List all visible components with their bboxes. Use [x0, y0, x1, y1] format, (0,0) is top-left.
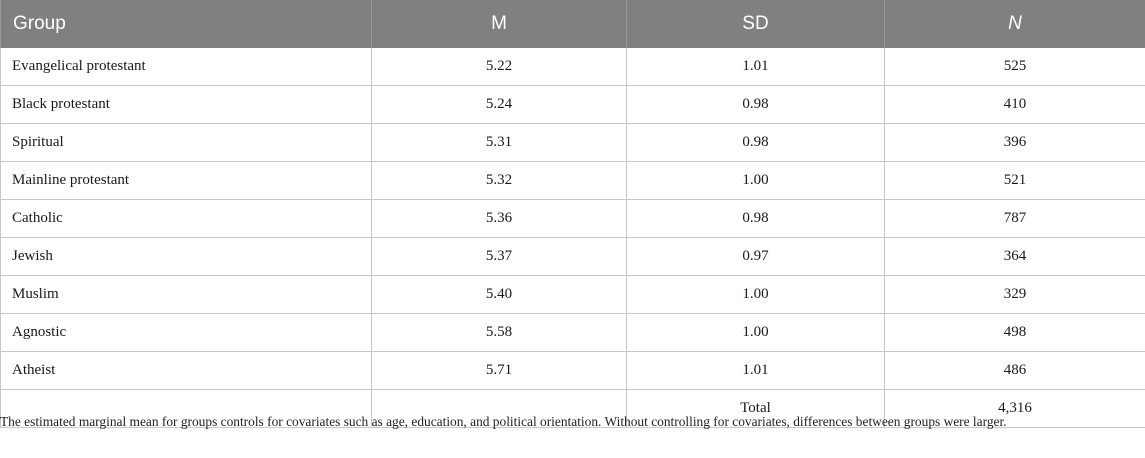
header-m: M [371, 0, 627, 48]
header-row: Group M SD N [0, 0, 1145, 48]
cell-group: Agnostic [0, 313, 372, 352]
results-table: Group M SD N Evangelical protestant 5.22… [0, 0, 1145, 428]
cell-n: 410 [884, 85, 1145, 124]
cell-m: 5.71 [371, 351, 627, 390]
cell-sd: 1.00 [626, 161, 885, 200]
table-row: Catholic 5.36 0.98 787 [0, 199, 1145, 238]
cell-group: Black protestant [0, 85, 372, 124]
total-cell-group [0, 389, 372, 428]
cell-sd: 1.01 [626, 48, 885, 86]
cell-group: Evangelical protestant [0, 48, 372, 86]
table-row: Evangelical protestant 5.22 1.01 525 [0, 48, 1145, 86]
cell-group: Jewish [0, 237, 372, 276]
cell-n: 396 [884, 123, 1145, 162]
header-group: Group [0, 0, 372, 48]
cell-group: Muslim [0, 275, 372, 314]
cell-sd: 1.00 [626, 313, 885, 352]
cell-sd: 1.01 [626, 351, 885, 390]
table-body: Evangelical protestant 5.22 1.01 525 Bla… [0, 48, 1145, 428]
cell-group: Mainline protestant [0, 161, 372, 200]
cell-group: Catholic [0, 199, 372, 238]
cell-m: 5.40 [371, 275, 627, 314]
table-row: Spiritual 5.31 0.98 396 [0, 123, 1145, 162]
cell-m: 5.37 [371, 237, 627, 276]
header-n-label: N [1008, 13, 1022, 34]
cell-group: Spiritual [0, 123, 372, 162]
cell-m: 5.36 [371, 199, 627, 238]
cell-m: 5.31 [371, 123, 627, 162]
cell-n: 525 [884, 48, 1145, 86]
cell-n: 498 [884, 313, 1145, 352]
table-row: Black protestant 5.24 0.98 410 [0, 85, 1145, 124]
table-footnote: The estimated marginal mean for groups c… [0, 414, 1007, 429]
cell-group: Atheist [0, 351, 372, 390]
cell-n: 486 [884, 351, 1145, 390]
cell-n: 521 [884, 161, 1145, 200]
cell-sd: 0.98 [626, 199, 885, 238]
cell-sd: 0.98 [626, 123, 885, 162]
table-row: Mainline protestant 5.32 1.00 521 [0, 161, 1145, 200]
header-sd: SD [626, 0, 885, 48]
cell-sd: 0.97 [626, 237, 885, 276]
table-row: Jewish 5.37 0.97 364 [0, 237, 1145, 276]
cell-n: 329 [884, 275, 1145, 314]
cell-n: 364 [884, 237, 1145, 276]
total-value: 4,316 [884, 389, 1145, 428]
table-header: Group M SD N [0, 0, 1145, 48]
cell-m: 5.58 [371, 313, 627, 352]
cell-n: 787 [884, 199, 1145, 238]
table-row: Muslim 5.40 1.00 329 [0, 275, 1145, 314]
cell-m: 5.24 [371, 85, 627, 124]
cell-sd: 0.98 [626, 85, 885, 124]
total-cell-m [371, 389, 627, 428]
cell-m: 5.22 [371, 48, 627, 86]
header-n: N [884, 0, 1145, 48]
table-row: Atheist 5.71 1.01 486 [0, 351, 1145, 390]
total-row: Total 4,316 [0, 389, 1145, 428]
total-label: Total [626, 389, 885, 428]
cell-sd: 1.00 [626, 275, 885, 314]
table-row: Agnostic 5.58 1.00 498 [0, 313, 1145, 352]
cell-m: 5.32 [371, 161, 627, 200]
